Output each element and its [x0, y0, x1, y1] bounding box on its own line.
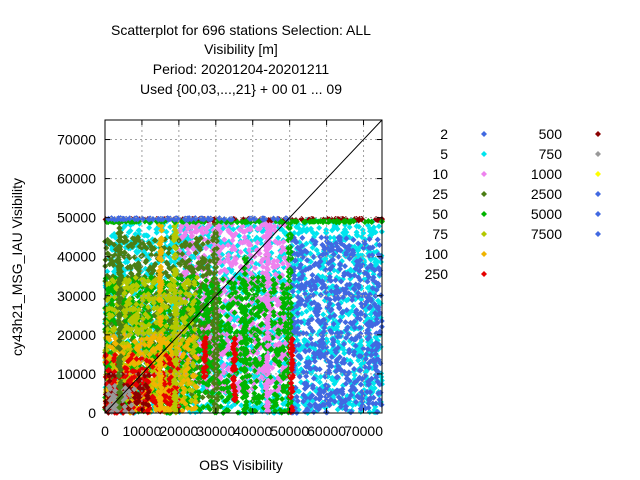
- plot-points: [102, 215, 386, 416]
- data-point-5: [248, 343, 255, 350]
- data-point-5: [372, 334, 379, 341]
- title-line-1: Scatterplot for 696 stations Selection: …: [111, 22, 371, 38]
- data-point-5: [316, 224, 323, 231]
- data-point-5: [365, 222, 372, 229]
- data-point-5: [170, 250, 177, 257]
- data-point-5: [309, 244, 316, 251]
- data-point-5: [228, 403, 235, 410]
- data-point-5: [295, 360, 302, 367]
- data-point-5: [315, 251, 322, 258]
- title-line-4: Used {00,03,...,21} + 00 01 ... 09: [140, 81, 342, 97]
- data-point-2: [374, 236, 381, 243]
- data-point-5: [303, 308, 310, 315]
- data-point-5: [104, 268, 111, 275]
- data-point-5: [280, 401, 287, 408]
- data-point-5: [316, 379, 323, 386]
- data-point-5: [153, 229, 160, 236]
- data-point-5: [339, 313, 346, 320]
- data-point-5: [331, 380, 338, 387]
- data-point-5: [303, 240, 310, 247]
- data-point-5: [334, 323, 341, 330]
- data-point-5: [313, 247, 320, 254]
- data-point-5: [327, 234, 334, 241]
- data-point-2: [341, 263, 348, 270]
- data-point-5: [375, 223, 382, 230]
- data-point-5: [230, 226, 237, 233]
- data-point-5: [317, 373, 324, 380]
- data-point-5: [242, 247, 249, 254]
- data-point-5: [167, 223, 174, 230]
- title-line-3: Period: 20201204-20201211: [153, 61, 330, 77]
- data-point-5: [346, 224, 353, 231]
- data-point-5: [353, 231, 360, 238]
- data-point-5: [320, 311, 327, 318]
- data-point-2: [318, 234, 325, 241]
- data-point-5: [358, 337, 365, 344]
- data-point-5: [359, 227, 366, 234]
- data-point-5: [314, 331, 321, 338]
- data-point-5: [110, 268, 117, 275]
- data-point-5: [252, 403, 259, 410]
- data-point-2: [342, 319, 349, 326]
- data-point-5: [297, 346, 304, 353]
- data-point-5: [146, 224, 153, 231]
- data-point-5: [374, 258, 381, 265]
- data-point-5: [108, 233, 115, 240]
- data-point-5: [238, 402, 245, 409]
- data-point-5: [303, 228, 310, 235]
- data-point-5: [168, 258, 175, 265]
- data-point-5: [275, 234, 282, 241]
- chart-title: Scatterplot for 696 stations Selection: …: [111, 22, 371, 97]
- data-point-5: [256, 270, 263, 277]
- data-point-2: [299, 234, 306, 241]
- title-line-2: Visibility [m]: [204, 41, 278, 57]
- data-point-2: [323, 409, 330, 416]
- data-point-5: [127, 227, 134, 234]
- data-point-5: [331, 234, 338, 241]
- data-point-5: [324, 338, 331, 345]
- data-point-5: [366, 228, 373, 235]
- data-point-5: [353, 223, 360, 230]
